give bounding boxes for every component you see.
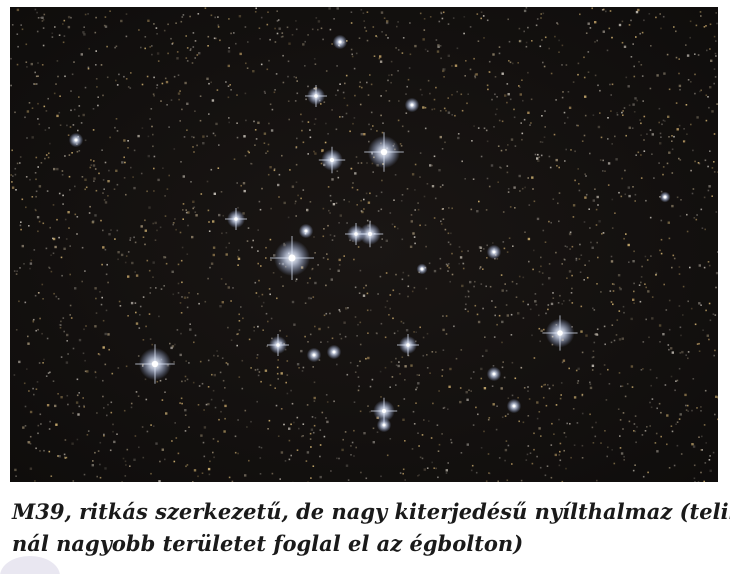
figure-caption: M39, ritkás szerkezetű, de nagy kiterjed… [12,496,722,560]
bright-star [299,224,313,238]
bright-star [405,98,419,112]
bright-star [507,399,521,413]
bright-star [487,245,501,259]
caption-line-1: M39, ritkás szerkezetű, de nagy kiterjed… [12,496,722,528]
bright-star [333,35,347,49]
bright-star [487,367,501,381]
bright-star [417,264,428,275]
bright-star [660,192,671,203]
starfield-image [10,7,718,482]
bright-star [69,133,83,147]
bright-star [307,348,321,362]
bright-star [327,345,341,359]
star-cluster-photo [10,7,718,482]
caption-line-2: nál nagyobb területet foglal el az égbol… [12,528,722,560]
bright-star [377,418,391,432]
